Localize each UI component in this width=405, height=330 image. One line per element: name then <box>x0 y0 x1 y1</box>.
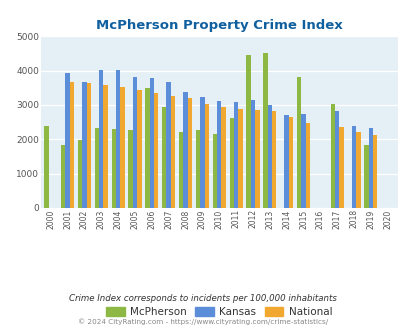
Bar <box>284 115 288 208</box>
Bar <box>262 53 267 208</box>
Bar <box>187 98 192 208</box>
Text: Crime Index corresponds to incidents per 100,000 inhabitants: Crime Index corresponds to incidents per… <box>69 294 336 303</box>
Bar <box>86 83 91 208</box>
Bar <box>162 107 166 208</box>
Bar <box>339 127 343 208</box>
Bar <box>179 132 183 208</box>
Bar <box>372 136 377 208</box>
Bar <box>200 97 204 208</box>
Bar <box>137 90 141 208</box>
Bar <box>132 77 137 208</box>
Bar <box>204 104 209 208</box>
Bar <box>128 130 132 208</box>
Bar <box>267 105 271 208</box>
Bar <box>111 129 116 208</box>
Bar <box>153 93 158 208</box>
Bar <box>296 78 301 208</box>
Bar <box>351 126 355 208</box>
Bar <box>183 92 187 208</box>
Bar <box>70 82 74 208</box>
Bar <box>166 82 171 208</box>
Bar <box>103 85 108 208</box>
Bar <box>330 104 334 208</box>
Bar <box>368 128 372 208</box>
Bar <box>301 114 305 208</box>
Bar <box>149 78 153 208</box>
Bar <box>271 112 276 208</box>
Bar <box>44 125 49 208</box>
Bar <box>305 123 309 208</box>
Bar <box>238 110 242 208</box>
Legend: McPherson, Kansas, National: McPherson, Kansas, National <box>102 302 335 321</box>
Bar <box>288 116 292 208</box>
Bar <box>233 102 238 208</box>
Bar <box>229 118 233 208</box>
Title: McPherson Property Crime Index: McPherson Property Crime Index <box>96 19 342 32</box>
Bar <box>116 70 120 208</box>
Bar <box>82 82 86 208</box>
Bar <box>363 146 368 208</box>
Bar <box>171 96 175 208</box>
Bar <box>94 128 99 208</box>
Bar <box>195 130 200 208</box>
Bar <box>250 100 254 208</box>
Bar <box>61 146 65 208</box>
Bar <box>355 132 360 208</box>
Bar <box>99 70 103 208</box>
Bar <box>246 55 250 208</box>
Bar <box>212 134 217 208</box>
Bar <box>145 88 149 208</box>
Text: © 2024 CityRating.com - https://www.cityrating.com/crime-statistics/: © 2024 CityRating.com - https://www.city… <box>78 318 327 325</box>
Bar <box>120 87 124 208</box>
Bar <box>334 112 339 208</box>
Bar <box>254 111 259 208</box>
Bar <box>65 73 70 208</box>
Bar <box>217 101 221 208</box>
Bar <box>221 107 225 208</box>
Bar <box>78 140 82 208</box>
